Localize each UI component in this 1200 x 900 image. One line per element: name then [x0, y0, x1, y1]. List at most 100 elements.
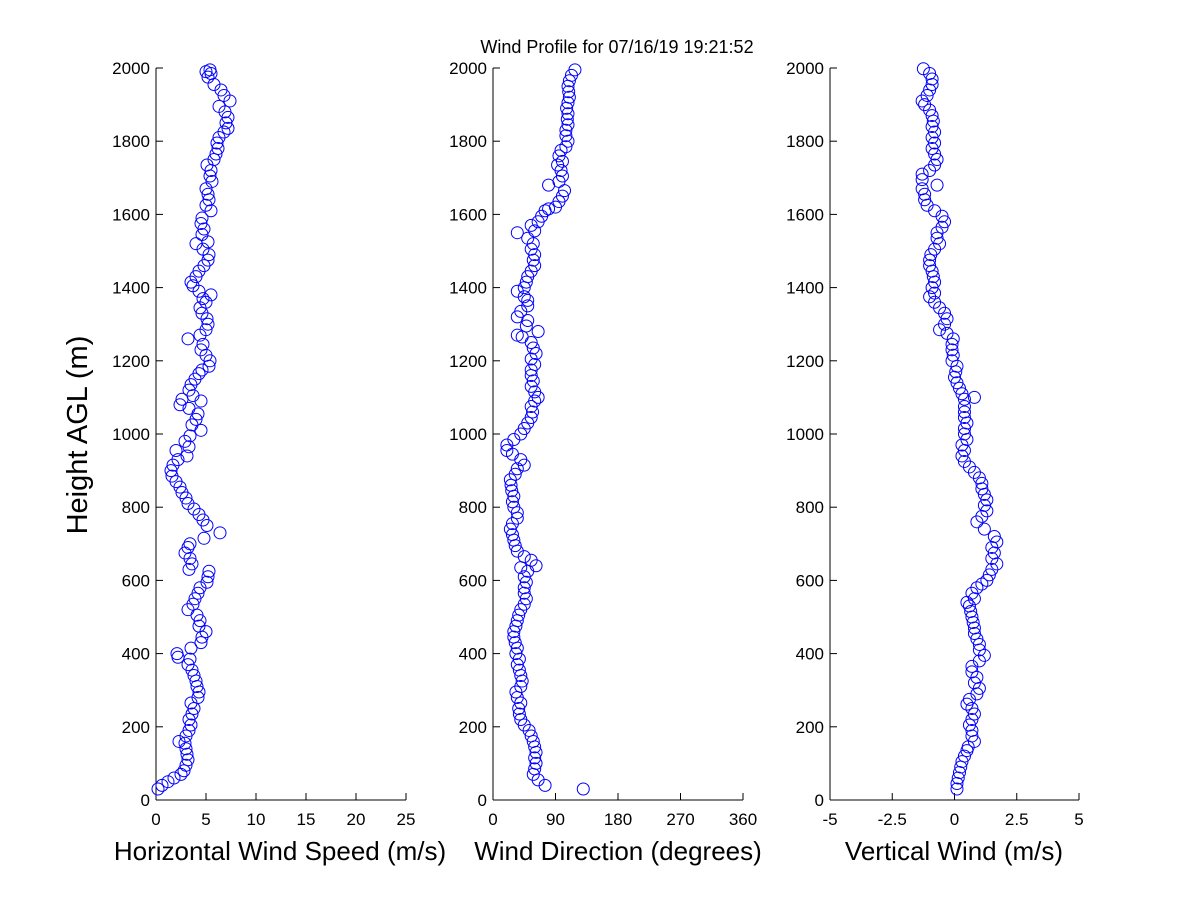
vertical-wind-data-point — [920, 88, 934, 102]
vertical-wind-data-point — [930, 153, 944, 166]
wind-direction-data-point — [560, 112, 574, 126]
vertical-wind-data-point — [928, 158, 942, 172]
wind-speed-data-point — [201, 253, 215, 267]
wind-direction-data-point — [568, 63, 582, 77]
wind-speed-data-point — [173, 398, 187, 412]
wind-speed-data-point — [210, 136, 224, 150]
wind-direction-data-point — [507, 630, 521, 644]
wind-speed-data-point — [182, 440, 196, 454]
wind-direction-data-point — [552, 149, 566, 163]
wind-direction-data-point — [508, 467, 522, 481]
wind-speed-y-tick-label: 600 — [122, 571, 150, 590]
x-axis-label-wind-direction: Wind Direction (degrees) — [474, 836, 762, 866]
wind-speed-data-point — [179, 758, 193, 772]
vertical-wind-data-point — [985, 551, 999, 565]
wind-direction-data-point — [510, 658, 524, 672]
wind-direction-y-tick-label: 2000 — [449, 59, 487, 78]
vertical-wind-data-point — [962, 599, 976, 613]
wind-direction-data-point — [519, 592, 533, 606]
wind-speed-data-point — [201, 317, 215, 331]
vertical-wind-data-point — [938, 317, 952, 331]
vertical-wind-data-point — [923, 253, 937, 267]
vertical-wind-y-tick-label: 1200 — [786, 352, 824, 371]
wind-speed-data-point — [165, 469, 179, 483]
wind-speed-data-point — [181, 658, 195, 672]
vertical-wind-data-point — [980, 493, 994, 507]
vertical-wind-data-point — [957, 392, 971, 406]
wind-speed-data-point — [186, 279, 200, 293]
wind-speed-data-point — [200, 519, 214, 532]
wind-direction-data-point — [517, 586, 531, 600]
wind-direction-data-point — [514, 680, 528, 694]
wind-speed-data-point — [204, 288, 218, 302]
wind-direction-data-point — [529, 756, 543, 770]
vertical-wind-y-tick-label: 600 — [796, 571, 824, 590]
vertical-wind-data-point — [940, 326, 954, 340]
wind-direction-data-point — [555, 189, 569, 203]
wind-direction-data-point — [561, 118, 575, 132]
wind-speed-data-point — [200, 575, 214, 589]
wind-direction-data-point — [510, 284, 524, 298]
vertical-wind-data-point — [960, 697, 974, 711]
vertical-wind-y-tick-label: 2000 — [786, 59, 824, 78]
vertical-wind-data-point — [970, 581, 984, 595]
wind-direction-data-point — [559, 129, 573, 143]
wind-speed-y-tick-label: 800 — [122, 498, 150, 517]
wind-direction-data-point — [521, 231, 535, 245]
wind-speed-y-tick-label: 200 — [122, 718, 150, 737]
vertical-wind-data-point — [965, 665, 979, 679]
wind-speed-data-point — [219, 116, 233, 130]
vertical-wind-data-point — [955, 755, 969, 769]
wind-speed-x-tick-label: 25 — [397, 810, 416, 829]
wind-speed-y-tick-label: 1800 — [112, 132, 150, 151]
wind-speed-data-point — [199, 295, 213, 309]
wind-speed-x-tick-label: 5 — [201, 810, 210, 829]
wind-speed-x-tick-label: 15 — [297, 810, 316, 829]
wind-direction-panel: Wind Direction (degrees) 0 200 400 600 800 10… — [449, 59, 762, 866]
wind-speed-y-tick-label: 1000 — [112, 425, 150, 444]
wind-direction-data-point — [524, 218, 538, 232]
vertical-wind-data-point — [965, 723, 979, 737]
wind-speed-data-point — [151, 782, 165, 796]
wind-direction-y-tick-label: 200 — [459, 718, 487, 737]
vertical-wind-data-point — [925, 72, 939, 86]
vertical-wind-data-point — [928, 136, 942, 150]
wind-speed-data-point — [167, 771, 181, 785]
wind-direction-data-point — [517, 581, 531, 595]
vertical-wind-data-point — [928, 286, 942, 300]
wind-direction-y-tick-label: 600 — [459, 571, 487, 590]
wind-speed-data-point — [182, 383, 196, 397]
wind-speed-x-tick-label: 0 — [151, 810, 160, 829]
vertical-wind-data-point — [925, 109, 939, 123]
vertical-wind-data-point — [957, 749, 971, 763]
wind-speed-data-point — [170, 647, 184, 661]
wind-direction-data-point — [519, 575, 533, 589]
vertical-wind-data-point — [957, 405, 971, 419]
wind-speed-data-point — [179, 742, 193, 756]
vertical-wind-data-point — [975, 577, 989, 591]
wind-direction-data-point — [561, 107, 575, 121]
vertical-wind-data-point — [967, 626, 981, 640]
wind-speed-data-point — [211, 142, 225, 156]
wind-speed-data-point — [212, 99, 226, 113]
figure-title: Wind Profile for 07/16/19 19:21:52 — [480, 37, 753, 57]
wind-direction-data-point — [542, 202, 556, 216]
wind-speed-data-point — [186, 389, 200, 403]
vertical-wind-y-tick-label: 800 — [796, 498, 824, 517]
wind-direction-data-point — [559, 140, 573, 154]
wind-direction-y-tick-label: 1800 — [449, 132, 487, 151]
wind-speed-data-point — [196, 513, 210, 527]
wind-direction-data-point — [500, 443, 514, 457]
vertical-wind-y-tick-label: 1400 — [786, 279, 824, 298]
wind-speed-data-point — [191, 691, 205, 705]
vertical-wind-data-point — [923, 290, 937, 304]
wind-speed-data-point — [196, 337, 210, 351]
vertical-wind-x-tick-label: -5 — [822, 810, 837, 829]
vertical-wind-data-point — [915, 167, 929, 181]
vertical-wind-data-point — [940, 312, 954, 326]
wind-speed-data-point — [185, 707, 199, 721]
wind-speed-data-point — [191, 586, 205, 600]
wind-direction-data-point — [505, 528, 519, 542]
wind-direction-y-tick-label: 1000 — [449, 425, 487, 444]
